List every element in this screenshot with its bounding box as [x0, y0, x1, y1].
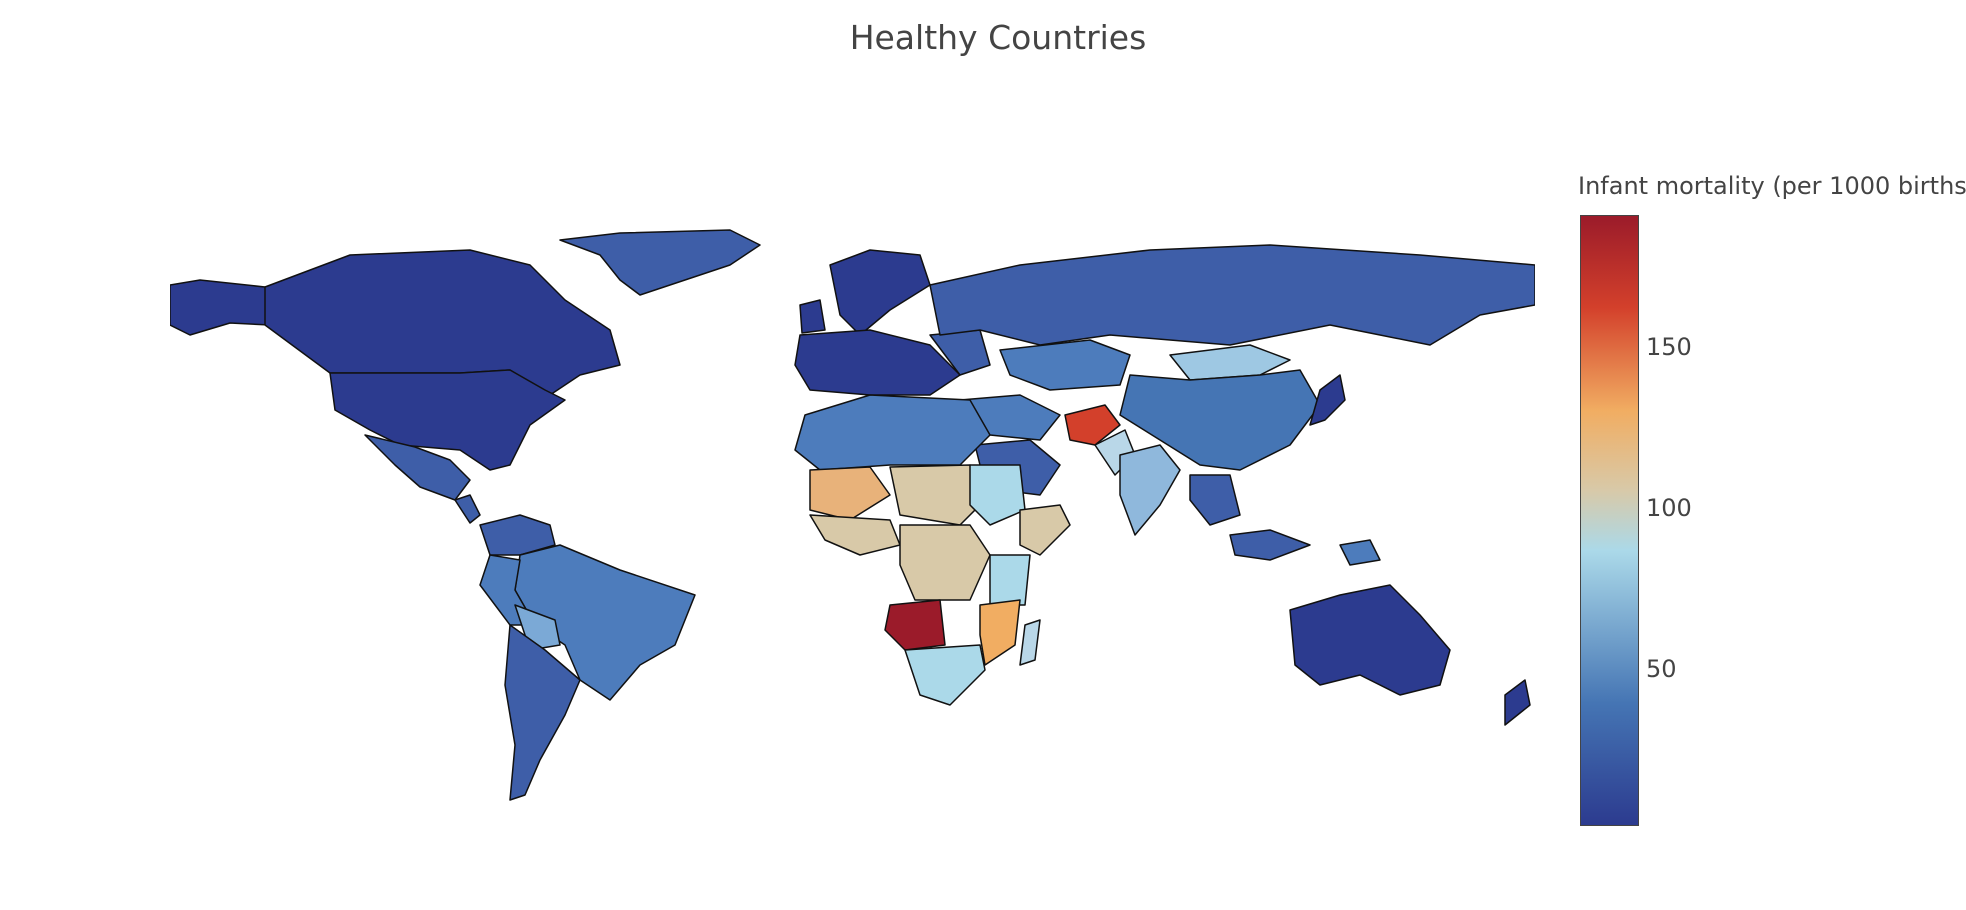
region-southeast-asia[interactable]	[1189, 474, 1241, 526]
region-central-africa[interactable]	[899, 524, 991, 601]
region-greenland[interactable]	[559, 229, 761, 296]
colorbar-title: Infant mortality (per 1000 births)	[1578, 172, 1966, 200]
region-mexico[interactable]	[364, 434, 471, 501]
region-scandinavia[interactable]	[829, 249, 931, 336]
colorbar-tick-100: 100	[1646, 494, 1692, 522]
region-argentina-chile[interactable]	[504, 624, 581, 801]
chart-title: Healthy Countries	[849, 18, 1147, 57]
region-usa[interactable]	[329, 369, 566, 471]
region-horn[interactable]	[1019, 504, 1071, 556]
colorbar-tick-50: 50	[1646, 655, 1677, 683]
region-east-africa[interactable]	[989, 554, 1031, 606]
region-new-zealand[interactable]	[1504, 679, 1531, 726]
region-madagascar[interactable]	[1019, 619, 1041, 666]
region-mozambique[interactable]	[979, 599, 1021, 666]
world-choropleth-map[interactable]	[170, 225, 1535, 845]
region-russia[interactable]	[929, 244, 1535, 346]
region-india[interactable]	[1119, 444, 1181, 536]
region-west-africa[interactable]	[809, 514, 901, 556]
region-kazakhstan[interactable]	[999, 339, 1131, 391]
region-mongolia[interactable]	[1169, 344, 1291, 381]
colorbar-tick-150: 150	[1646, 333, 1692, 361]
region-sahel-west[interactable]	[809, 466, 891, 521]
region-uk[interactable]	[799, 299, 826, 334]
region-japan[interactable]	[1309, 374, 1346, 426]
region-southern-africa[interactable]	[904, 644, 986, 706]
region-north-africa[interactable]	[794, 394, 991, 471]
region-angola[interactable]	[884, 599, 946, 651]
region-indonesia[interactable]	[1229, 529, 1311, 561]
region-sudan[interactable]	[969, 464, 1026, 526]
colorbar-gradient	[1580, 215, 1639, 826]
region-western-europe[interactable]	[794, 329, 961, 396]
region-australia[interactable]	[1289, 584, 1451, 696]
region-alaska[interactable]	[170, 279, 271, 336]
region-central-america[interactable]	[454, 494, 481, 524]
region-china[interactable]	[1119, 369, 1321, 471]
region-afghanistan[interactable]	[1064, 404, 1121, 446]
region-papua-new-guinea[interactable]	[1339, 539, 1381, 566]
